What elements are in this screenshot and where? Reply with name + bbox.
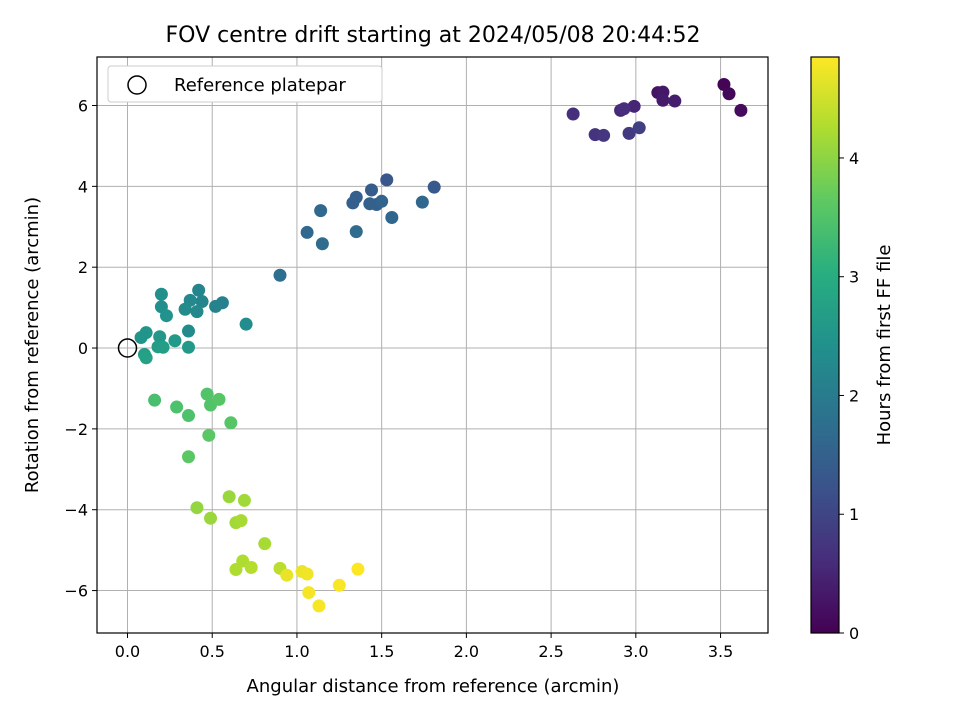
data-point bbox=[192, 283, 206, 297]
legend-marker-icon bbox=[127, 75, 147, 95]
data-point bbox=[148, 393, 162, 407]
data-point bbox=[722, 87, 736, 101]
y-tick-label: 4 bbox=[78, 177, 88, 196]
data-point bbox=[314, 204, 328, 218]
data-point bbox=[380, 173, 394, 187]
reference-platepar-marker bbox=[117, 338, 138, 358]
chart-title: FOV centre drift starting at 2024/05/08 … bbox=[166, 23, 701, 48]
data-points bbox=[134, 77, 748, 613]
data-point bbox=[302, 586, 316, 600]
data-point bbox=[139, 351, 153, 365]
x-tick-label: 3.0 bbox=[623, 642, 648, 661]
colorbar-ticks: 0 1 2 3 4 bbox=[839, 149, 859, 643]
colorbar-gradient bbox=[811, 57, 839, 633]
data-point bbox=[239, 317, 253, 331]
data-point bbox=[209, 299, 223, 313]
y-tick-label: −6 bbox=[64, 582, 88, 601]
data-point bbox=[153, 330, 167, 344]
data-point bbox=[734, 103, 748, 117]
data-point bbox=[190, 501, 204, 515]
x-tick-label: 3.5 bbox=[708, 642, 733, 661]
y-tick-label: 2 bbox=[78, 258, 88, 277]
data-point bbox=[195, 295, 209, 309]
colorbar: 0 1 2 3 4 Hours from first FF file bbox=[810, 56, 895, 643]
data-point bbox=[182, 409, 195, 423]
y-axis-ticks: −6 −4 −2 0 2 4 6 bbox=[64, 97, 97, 601]
data-point bbox=[154, 287, 168, 301]
x-tick-label: 0.0 bbox=[115, 642, 140, 661]
x-axis-label: Angular distance from reference (arcmin) bbox=[247, 676, 620, 697]
data-point bbox=[190, 305, 204, 319]
data-point bbox=[202, 428, 216, 442]
legend-box bbox=[107, 65, 383, 103]
x-tick-label: 2.0 bbox=[454, 642, 479, 661]
colorbar-tick-label: 3 bbox=[849, 268, 859, 287]
x-tick-label: 1.0 bbox=[284, 642, 309, 661]
data-point bbox=[212, 392, 226, 406]
data-point bbox=[597, 128, 611, 142]
data-point bbox=[622, 126, 636, 140]
data-point bbox=[168, 334, 182, 348]
data-point bbox=[273, 268, 287, 282]
data-point bbox=[237, 493, 251, 507]
data-point bbox=[258, 537, 272, 551]
x-tick-label: 0.5 bbox=[199, 642, 224, 661]
data-point bbox=[229, 563, 243, 577]
colorbar-tick-label: 2 bbox=[849, 386, 859, 405]
data-point bbox=[385, 210, 399, 224]
data-point bbox=[134, 331, 148, 345]
data-point bbox=[244, 561, 258, 575]
data-point bbox=[234, 514, 248, 528]
data-point bbox=[415, 195, 429, 209]
y-axis-label: Rotation from reference (arcmin) bbox=[22, 197, 43, 493]
data-point bbox=[315, 237, 329, 251]
data-point bbox=[222, 490, 236, 504]
data-point bbox=[182, 340, 195, 354]
data-point bbox=[280, 568, 294, 582]
data-point bbox=[566, 107, 580, 121]
plot-background bbox=[97, 57, 768, 633]
colorbar-tick-label: 1 bbox=[849, 505, 859, 524]
data-point bbox=[332, 578, 346, 592]
data-point bbox=[375, 194, 389, 208]
data-point bbox=[300, 225, 314, 239]
plot-area bbox=[96, 56, 769, 634]
data-point bbox=[312, 599, 326, 613]
x-tick-label: 1.5 bbox=[369, 642, 394, 661]
data-point bbox=[224, 416, 238, 430]
data-point bbox=[300, 567, 314, 581]
colorbar-tick-label: 4 bbox=[849, 149, 859, 168]
colorbar-label: Hours from first FF file bbox=[874, 245, 895, 446]
data-point bbox=[204, 511, 218, 525]
y-tick-label: 0 bbox=[78, 339, 88, 358]
data-point bbox=[668, 94, 682, 108]
data-point bbox=[427, 180, 441, 194]
data-point bbox=[156, 340, 170, 354]
data-point bbox=[351, 562, 365, 576]
colorbar-tick-label: 0 bbox=[849, 624, 859, 643]
data-point bbox=[159, 309, 173, 323]
x-tick-label: 2.5 bbox=[538, 642, 563, 661]
data-point bbox=[656, 93, 670, 107]
data-point bbox=[346, 196, 360, 210]
data-point bbox=[182, 450, 195, 464]
data-point bbox=[365, 183, 378, 197]
legend-entry-label: Reference platepar bbox=[174, 75, 346, 96]
data-point bbox=[617, 102, 631, 116]
data-point bbox=[627, 99, 641, 113]
data-point bbox=[349, 225, 363, 239]
legend: Reference platepar bbox=[107, 65, 383, 103]
colorbar-frame bbox=[810, 56, 840, 634]
x-axis-ticks: 0.0 0.5 1.0 1.5 2.0 2.5 3.0 3.5 bbox=[115, 633, 733, 661]
data-point bbox=[170, 400, 184, 414]
data-point bbox=[200, 387, 214, 401]
data-point bbox=[632, 121, 646, 135]
y-tick-label: −2 bbox=[64, 420, 88, 439]
data-point bbox=[178, 302, 192, 316]
data-point bbox=[182, 324, 195, 338]
plot-frame bbox=[96, 56, 769, 634]
y-tick-label: −4 bbox=[64, 501, 88, 520]
y-tick-label: 6 bbox=[78, 97, 88, 116]
